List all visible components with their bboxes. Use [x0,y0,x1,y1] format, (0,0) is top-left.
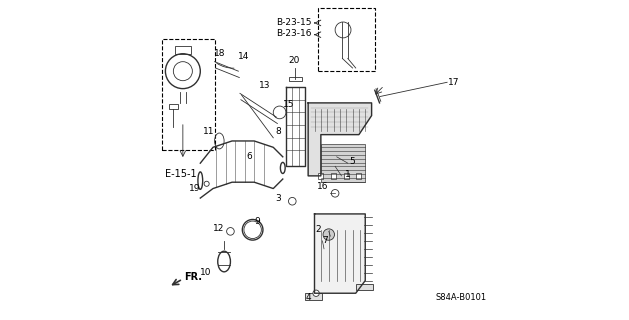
Bar [357,173,362,179]
Text: 13: 13 [259,81,270,90]
Text: 17: 17 [448,78,459,87]
Text: B-23-16: B-23-16 [276,28,311,38]
Bar [162,39,214,150]
Text: FR.: FR. [184,272,203,282]
Text: 8: 8 [276,127,281,136]
Text: 5: 5 [349,157,355,166]
Text: B-23-15: B-23-15 [276,18,311,27]
Text: 6: 6 [247,152,252,161]
Polygon shape [308,103,372,176]
Bar [305,293,323,300]
Circle shape [313,290,320,296]
Text: 7: 7 [323,236,328,245]
Bar [321,144,365,182]
Bar [356,284,373,290]
Bar [175,46,191,54]
Text: 19: 19 [189,184,200,193]
Text: 10: 10 [200,268,211,277]
Text: 12: 12 [213,224,224,233]
Circle shape [323,229,335,240]
Text: 18: 18 [214,49,225,58]
Text: 9: 9 [254,217,260,226]
Text: 1: 1 [345,170,350,179]
Text: 2: 2 [315,225,321,234]
Text: 20: 20 [288,56,299,65]
Bar [289,77,302,81]
Polygon shape [314,214,365,293]
Text: E-15-1: E-15-1 [165,169,197,179]
Bar [318,8,375,71]
Text: 4: 4 [306,293,311,302]
Text: S84A-B0101: S84A-B0101 [435,293,486,302]
Text: 16: 16 [317,182,329,191]
Text: 14: 14 [238,52,250,61]
Text: 11: 11 [203,127,214,136]
Text: 15: 15 [283,100,294,109]
Circle shape [331,189,339,197]
Bar [343,173,348,179]
Text: 3: 3 [276,194,281,203]
Bar [318,173,323,179]
Bar [331,173,336,179]
Bar [169,104,178,109]
